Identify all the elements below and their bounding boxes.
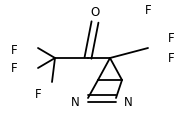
- Text: F: F: [11, 44, 18, 57]
- Text: F: F: [145, 4, 151, 17]
- Text: O: O: [90, 6, 100, 19]
- Text: F: F: [35, 88, 41, 101]
- Text: N: N: [71, 95, 80, 108]
- Text: N: N: [124, 95, 133, 108]
- Text: F: F: [168, 51, 175, 65]
- Text: F: F: [168, 32, 175, 44]
- Text: F: F: [11, 61, 18, 74]
